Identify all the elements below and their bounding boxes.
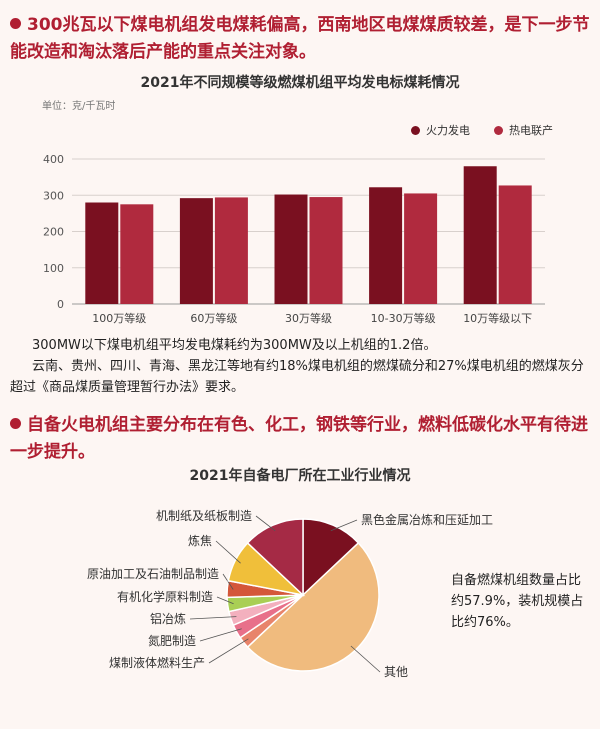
bar-thermal — [85, 202, 119, 304]
legend-swatch — [494, 126, 503, 135]
pie-chart-title: 2021年自备电厂所在工业行业情况 — [189, 468, 411, 484]
bar-chp — [214, 197, 248, 304]
heading-text: 自备火电机组主要分布在有色、化工，钢铁等行业，燃料低碳化水平有待进一步提升。 — [10, 415, 588, 462]
slice-label: 氮肥制造 — [148, 633, 196, 648]
slice-label: 其他 — [384, 665, 408, 679]
legend-label: 热电联产 — [509, 124, 553, 137]
slice-label: 铝冶炼 — [150, 611, 186, 626]
slice-label: 有机化学原料制造 — [117, 589, 213, 604]
section-heading-captive-power: 自备火电机组主要分布在有色、化工，钢铁等行业，燃料低碳化水平有待进一步提升。 — [10, 412, 595, 466]
bar-thermal — [369, 187, 403, 304]
leader-line — [330, 519, 358, 532]
pie-slice — [246, 518, 304, 597]
bullet-icon — [10, 18, 21, 29]
legend-item-chp: 热电联产 — [494, 122, 553, 138]
y-tick-label: 200 — [43, 226, 64, 239]
bar-chart-unit: 单位：克/千瓦时 — [42, 101, 116, 112]
y-tick-label: 100 — [43, 262, 64, 275]
bar-chp — [498, 185, 532, 304]
x-tick-label: 100万等级 — [92, 311, 146, 325]
leader-line — [199, 628, 242, 642]
leader-line — [222, 573, 234, 590]
bar-chp — [404, 193, 438, 304]
x-tick-label: 60万等级 — [190, 311, 237, 325]
legend-item-thermal: 火力发电 — [411, 122, 470, 138]
leader-line — [189, 616, 237, 620]
x-tick-label: 30万等级 — [285, 311, 332, 325]
pie-slice — [246, 541, 380, 672]
slice-label: 煤制液体燃料生产 — [109, 655, 205, 670]
slice-label: 黑色金属冶炼和压延加工 — [361, 512, 493, 527]
leader-line — [255, 515, 276, 532]
bar-thermal — [274, 194, 308, 304]
captive-coal-note: 自备燃煤机组数量占比约57.9%，装机规模占比约76%。 — [451, 573, 584, 630]
slice-label: 机制纸及纸板制造 — [156, 509, 252, 523]
y-tick-label: 400 — [43, 153, 64, 166]
x-tick-label: 10-30万等级 — [371, 311, 436, 325]
slice-label: 炼焦 — [188, 533, 212, 548]
legend-label: 火力发电 — [426, 124, 470, 137]
bar-chp — [120, 204, 154, 304]
bar-thermal — [179, 198, 213, 304]
leader-line — [208, 638, 249, 664]
bar-thermal — [463, 166, 497, 304]
legend-swatch — [411, 126, 420, 135]
x-tick-label: 10万等级以下 — [463, 311, 532, 325]
bar-chart: 0 100 200 300 400 100万等级 60万等级 30万等级 10-30万等级 10万… — [43, 153, 545, 325]
bar-chart-title: 2021年不同规模等级燃煤机组平均发电标煤耗情况 — [140, 75, 460, 91]
leader-line — [216, 596, 234, 605]
heading-text: 300兆瓦以下煤电机组发电煤耗偏高，西南地区电煤煤质较差，是下一步节能改造和淘汰… — [10, 15, 590, 62]
slice-label: 原油加工及石油制品制造 — [87, 567, 219, 581]
bar-chp — [309, 197, 343, 304]
leader-line — [350, 645, 381, 673]
bullet-icon — [10, 418, 21, 429]
pie-slice — [302, 518, 360, 597]
paragraph-coal-ratio: 300MW以下煤电机组平均发电煤耗约为300MW及以上机组的1.2倍。 — [32, 338, 437, 353]
section-heading-coal-consumption: 300兆瓦以下煤电机组发电煤耗偏高，西南地区电煤煤质较差，是下一步节能改造和淘汰… — [10, 12, 595, 66]
y-tick-label: 0 — [57, 298, 64, 311]
leader-line — [215, 540, 241, 564]
y-tick-label: 300 — [43, 189, 64, 202]
paragraph-coal-quality: 云南、贵州、四川、青海、黑龙江等地有约18%煤电机组的燃煤硫分和27%煤电机组的… — [10, 359, 584, 395]
